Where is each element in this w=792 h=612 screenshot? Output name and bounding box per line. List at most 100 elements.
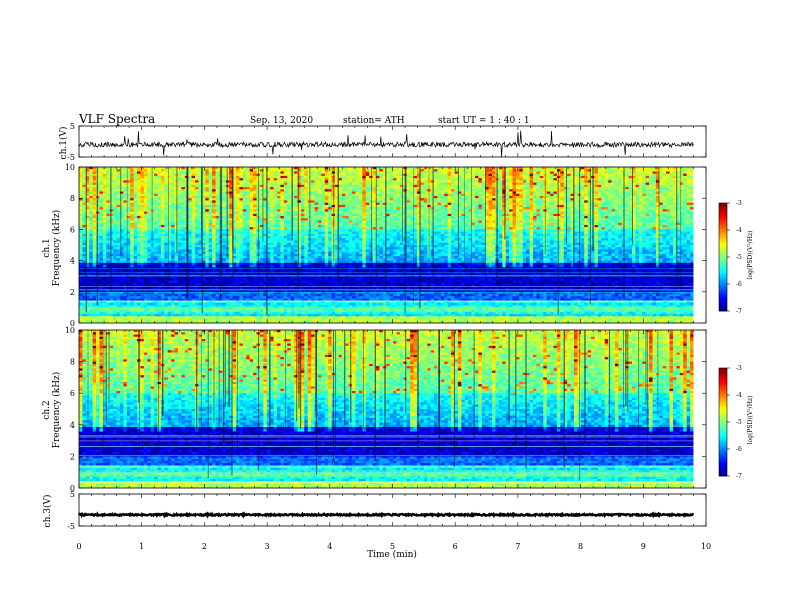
spectrogram-cell <box>563 178 568 181</box>
spectrogram-cell <box>655 173 660 177</box>
spectrogram-cell <box>382 169 387 172</box>
spectrogram-cell <box>440 187 445 190</box>
spectrogram-cell <box>171 167 175 170</box>
spectrogram-cell <box>157 187 162 190</box>
spectrogram-cell <box>123 195 128 199</box>
spectrogram-cell <box>205 173 210 177</box>
spectrogram-cell <box>171 182 175 186</box>
station-label: station= ATH <box>343 116 405 126</box>
spectrogram-cell <box>259 200 264 204</box>
spectrogram-cell <box>556 202 561 206</box>
spectrogram-cell <box>437 167 442 170</box>
spectrogram-cell <box>137 169 141 172</box>
spectrogram-cell <box>82 167 87 170</box>
spectrogram-cell <box>154 191 158 195</box>
spectrogram-cell <box>116 178 121 181</box>
spectrogram-cell <box>546 195 551 199</box>
spectrogram-cell <box>229 195 234 199</box>
spectrogram-cell <box>614 187 619 190</box>
spectrogram-cell <box>212 178 216 181</box>
spectrogram-cell <box>512 193 517 197</box>
spectrogram-cell <box>420 173 425 177</box>
spectrogram-cell <box>556 182 561 186</box>
spectrogram-cell <box>553 178 558 181</box>
spectrogram-cell <box>89 171 94 175</box>
spectrogram-cell <box>396 167 401 170</box>
spectrogram-cell <box>99 184 104 188</box>
spectrogram-cell <box>99 169 104 172</box>
spectrogram-cell <box>164 180 169 183</box>
spectrogram-cell <box>119 175 124 179</box>
spectrogram-cell <box>608 200 612 204</box>
spectrogram-cell <box>594 189 599 192</box>
spectrogram-cell <box>464 187 469 190</box>
spectrogram-cell <box>246 169 251 172</box>
spectrogram-cell <box>270 184 274 188</box>
spectrogram-cell <box>229 200 234 204</box>
spectrogram-cell <box>618 173 623 177</box>
spectrogram-cell <box>457 171 462 175</box>
spectrogram-cell <box>519 191 524 195</box>
spectrogram-cell <box>652 189 657 192</box>
spectrogram-cell <box>567 191 571 195</box>
spectrogram-cell <box>147 171 152 175</box>
spectrogram-cell <box>570 202 575 206</box>
spectrogram-cell <box>113 191 117 195</box>
spectrogram-cell <box>652 191 657 195</box>
spectrogram-cell <box>195 204 199 208</box>
spectrogram-cell <box>375 191 380 195</box>
spectrogram-cell <box>526 198 530 201</box>
spectrogram-cell <box>205 175 210 179</box>
spectrogram-cell <box>362 169 367 172</box>
spectrogram-cell <box>611 187 616 190</box>
spectrogram-cell <box>676 180 681 183</box>
spectrogram-cell <box>451 189 455 192</box>
spectrogram-cell <box>188 191 193 195</box>
spectrogram-cell <box>560 182 565 186</box>
spectrogram-cell <box>533 175 537 179</box>
spectrogram-cell <box>150 180 155 183</box>
spectrogram-cell <box>618 195 623 199</box>
spectrogram-cell <box>632 198 636 201</box>
spectrogram-cell <box>560 169 565 172</box>
spectrogram-cell <box>468 175 472 179</box>
spectrogram-cell <box>386 191 391 195</box>
spectrogram-cell <box>430 195 435 199</box>
spectrogram-cell <box>222 191 227 195</box>
spectrogram-cell <box>573 184 578 188</box>
spectrogram-cell <box>529 173 534 177</box>
spectrogram-cell <box>379 187 384 190</box>
spectrogram-cell <box>239 204 244 208</box>
spectrogram-cell <box>85 195 90 199</box>
spectrogram-cell <box>242 184 247 188</box>
spectrogram-cell <box>423 182 428 186</box>
spectrogram-cell <box>133 171 138 175</box>
spectrogram-cell <box>79 200 83 204</box>
spectrogram-cell <box>642 167 647 170</box>
spectrogram-cell <box>266 178 271 181</box>
spectrogram-cell <box>539 184 544 188</box>
spectrogram-cell <box>242 169 247 172</box>
spectrogram-cell <box>375 202 380 206</box>
spectrogram-cell <box>232 202 237 206</box>
spectrogram-cell <box>396 175 401 179</box>
spectrogram-cell <box>181 198 186 201</box>
spectrogram-cell <box>140 184 145 188</box>
spectrogram-cell <box>317 173 322 177</box>
spectrogram-cell <box>130 167 135 170</box>
spectrogram-cell <box>140 178 145 181</box>
spectrogram-cell <box>464 169 469 172</box>
spectrogram-cell <box>369 200 373 204</box>
spectrogram-cell <box>396 200 401 204</box>
spectrogram-cell <box>208 204 213 208</box>
spectrogram-cell <box>468 198 472 201</box>
spectrogram-cell <box>628 180 633 183</box>
spectrogram-cell <box>147 198 152 201</box>
spectrogram-cell <box>270 193 274 197</box>
spectrogram-cell <box>355 180 360 183</box>
spectrogram-cell <box>533 193 537 197</box>
spectrogram-cell <box>297 171 302 175</box>
spectrogram-cell <box>130 189 135 192</box>
spectrogram-cell <box>92 193 97 197</box>
spectrogram-cell <box>171 193 175 197</box>
